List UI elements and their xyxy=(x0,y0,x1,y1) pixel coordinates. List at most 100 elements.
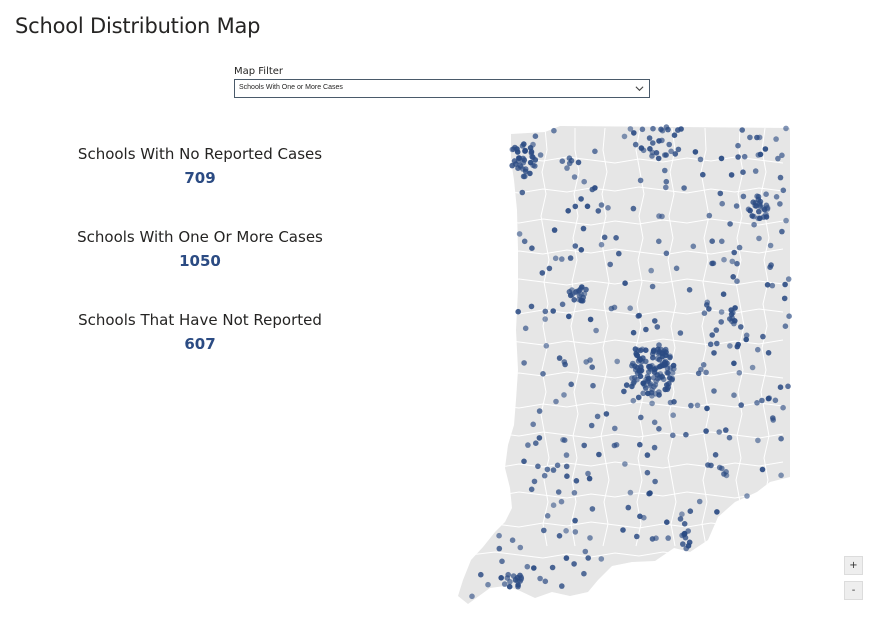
school-dot[interactable] xyxy=(760,214,767,220)
school-dot[interactable] xyxy=(740,193,747,200)
school-dot[interactable] xyxy=(701,310,708,317)
school-dot[interactable] xyxy=(519,189,526,196)
school-dot[interactable] xyxy=(555,489,562,495)
school-dot[interactable] xyxy=(533,440,539,447)
school-dot[interactable] xyxy=(627,126,634,132)
school-dot[interactable] xyxy=(529,245,535,251)
school-dot[interactable] xyxy=(551,227,558,233)
school-dot[interactable] xyxy=(768,262,774,268)
school-dot[interactable] xyxy=(777,384,784,391)
school-dot[interactable] xyxy=(718,309,725,315)
school-dot[interactable] xyxy=(735,154,741,160)
school-dot[interactable] xyxy=(517,544,524,551)
school-dot[interactable] xyxy=(578,196,584,202)
school-dot[interactable] xyxy=(592,185,598,191)
school-dot[interactable] xyxy=(709,260,715,267)
school-dot[interactable] xyxy=(741,153,748,160)
school-dot[interactable] xyxy=(683,431,689,438)
school-dot[interactable] xyxy=(568,381,574,388)
school-dot[interactable] xyxy=(582,548,589,555)
school-dot[interactable] xyxy=(643,347,649,354)
school-dot[interactable] xyxy=(630,360,636,367)
school-dot[interactable] xyxy=(566,155,573,161)
school-dot[interactable] xyxy=(550,308,556,314)
school-dot[interactable] xyxy=(596,451,602,458)
school-dot[interactable] xyxy=(679,511,685,517)
school-dot[interactable] xyxy=(571,297,577,303)
school-dot[interactable] xyxy=(709,332,715,338)
school-dot[interactable] xyxy=(649,400,655,407)
school-dot[interactable] xyxy=(704,302,710,308)
school-dot[interactable] xyxy=(649,153,655,159)
school-dot[interactable] xyxy=(735,341,741,348)
school-dot[interactable] xyxy=(554,462,561,469)
school-dot[interactable] xyxy=(637,373,644,380)
school-dot[interactable] xyxy=(522,325,529,332)
school-dot[interactable] xyxy=(777,174,784,181)
school-dot[interactable] xyxy=(640,380,646,387)
school-dot[interactable] xyxy=(700,171,706,178)
school-dot[interactable] xyxy=(779,152,785,159)
school-dot[interactable] xyxy=(572,243,579,249)
school-dot[interactable] xyxy=(581,178,587,185)
school-dot[interactable] xyxy=(706,212,713,219)
school-dot[interactable] xyxy=(550,467,557,473)
school-dot[interactable] xyxy=(714,340,720,347)
school-dot[interactable] xyxy=(640,147,647,154)
school-dot[interactable] xyxy=(578,297,585,304)
school-dot[interactable] xyxy=(762,146,769,152)
school-dot[interactable] xyxy=(759,466,766,473)
school-dot[interactable] xyxy=(627,489,634,496)
school-dot[interactable] xyxy=(621,388,627,395)
school-dot[interactable] xyxy=(667,354,673,361)
school-dot[interactable] xyxy=(704,405,710,412)
school-dot[interactable] xyxy=(654,355,661,362)
school-dot[interactable] xyxy=(671,399,677,405)
school-dot[interactable] xyxy=(567,255,574,261)
school-dot[interactable] xyxy=(645,390,651,397)
school-dot[interactable] xyxy=(649,283,656,290)
school-dot[interactable] xyxy=(653,150,660,156)
school-dot[interactable] xyxy=(726,434,733,441)
school-dot[interactable] xyxy=(537,152,544,158)
school-dot[interactable] xyxy=(727,343,733,349)
school-dot[interactable] xyxy=(514,146,520,152)
school-dot[interactable] xyxy=(603,411,610,417)
school-dot[interactable] xyxy=(551,127,557,134)
school-dot[interactable] xyxy=(662,152,668,158)
school-dot[interactable] xyxy=(515,582,521,588)
school-dot[interactable] xyxy=(543,343,550,349)
school-dot[interactable] xyxy=(718,155,725,162)
school-dot[interactable] xyxy=(755,193,762,200)
school-dot[interactable] xyxy=(499,558,505,565)
school-dot[interactable] xyxy=(614,358,620,365)
school-dot[interactable] xyxy=(756,208,762,215)
school-dot[interactable] xyxy=(516,231,523,237)
school-dot[interactable] xyxy=(727,316,733,322)
school-dot[interactable] xyxy=(727,221,733,227)
school-dot[interactable] xyxy=(563,528,569,534)
school-dot[interactable] xyxy=(478,571,484,578)
school-dot[interactable] xyxy=(786,313,792,320)
school-dot[interactable] xyxy=(644,469,651,476)
school-dot[interactable] xyxy=(587,357,593,363)
school-dot[interactable] xyxy=(536,408,543,414)
school-dot[interactable] xyxy=(773,136,779,142)
school-dot[interactable] xyxy=(662,167,668,174)
school-dot[interactable] xyxy=(524,563,531,570)
school-dot[interactable] xyxy=(770,415,776,421)
school-dot[interactable] xyxy=(696,498,703,505)
school-dot[interactable] xyxy=(648,267,654,274)
school-dot[interactable] xyxy=(652,478,658,485)
school-dot[interactable] xyxy=(688,402,694,409)
school-dot[interactable] xyxy=(692,149,699,155)
school-dot[interactable] xyxy=(589,506,596,512)
school-dot[interactable] xyxy=(528,486,535,493)
school-dot[interactable] xyxy=(687,508,694,514)
school-dot[interactable] xyxy=(783,125,789,132)
school-dot[interactable] xyxy=(671,132,678,138)
school-dot[interactable] xyxy=(496,545,503,552)
school-dot[interactable] xyxy=(572,517,578,524)
school-dot[interactable] xyxy=(717,190,724,197)
school-dot[interactable] xyxy=(719,465,725,472)
